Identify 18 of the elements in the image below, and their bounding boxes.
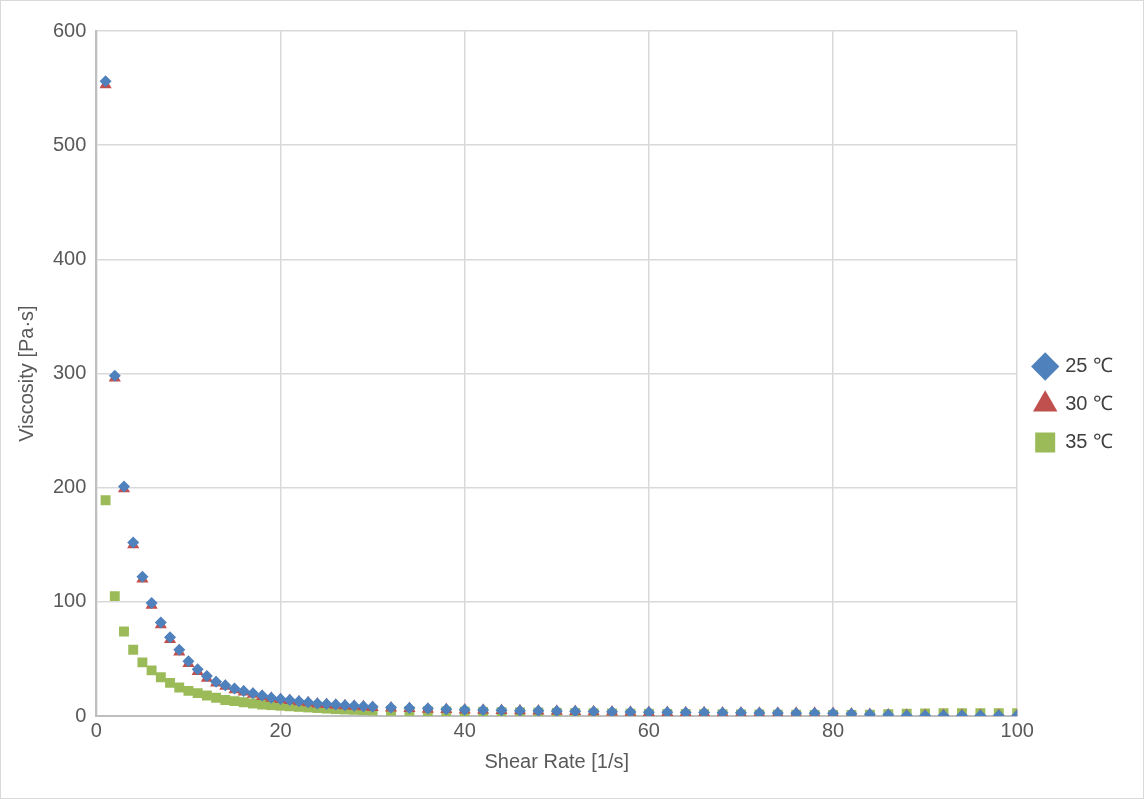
y-axis-title: Viscosity [Pa·s] (14, 305, 37, 442)
x-axis-title: Shear Rate [1/s] (484, 749, 630, 772)
legend-label: 25 ℃ (1065, 354, 1114, 377)
legend-label: 35 ℃ (1065, 430, 1114, 453)
x-tick-label: 40 (453, 718, 476, 741)
x-tick-label: 0 (90, 718, 102, 741)
y-tick-label: 600 (52, 18, 87, 41)
y-tick-label: 400 (52, 246, 87, 269)
x-tick-label: 20 (269, 718, 292, 741)
x-tick-label: 80 (821, 718, 845, 741)
y-tick-label: 300 (52, 361, 87, 384)
legend-label: 30 ℃ (1065, 392, 1114, 415)
x-tick-label: 60 (637, 718, 660, 741)
y-tick-label: 500 (52, 132, 87, 155)
y-tick-label: 200 (52, 475, 87, 498)
x-tick-label: 100 (1000, 718, 1034, 741)
y-tick-label: 100 (52, 589, 87, 612)
y-tick-label: 0 (75, 703, 87, 726)
